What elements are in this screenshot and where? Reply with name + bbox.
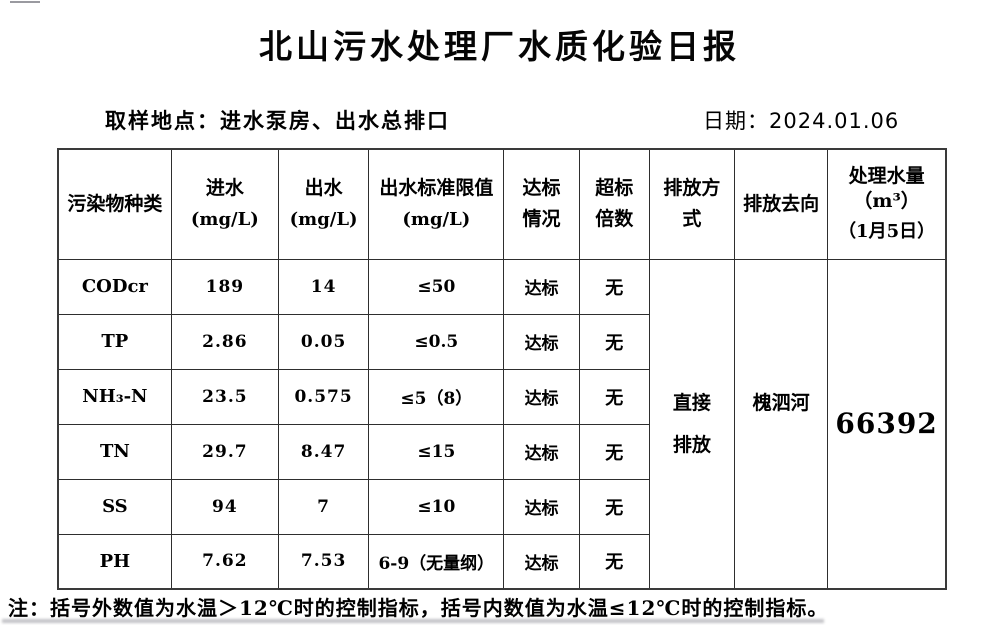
cell-influent: 189 <box>170 258 279 315</box>
header-limit: 出水标准限值 (mg/L) <box>368 148 505 260</box>
cell-limit: ≤5（8） <box>368 368 505 425</box>
cell-influent: 2.86 <box>170 313 279 370</box>
screenshot-edge-artifact <box>2 619 824 623</box>
cell-effluent: 7 <box>277 478 370 535</box>
table-row-ss: SS 94 7 ≤10 达标 无 <box>57 478 946 535</box>
table-row-tp: TP 2.86 0.05 ≤0.5 达标 无 <box>57 313 946 370</box>
cell-exceedance: 无 <box>578 368 650 425</box>
footnote: 注：括号外数值为水温＞12℃时的控制指标，括号内数值为水温≤12℃时的控制指标。 <box>8 596 829 620</box>
table-header-row: 污染物种类 进水 (mg/L) 出水 (mg/L) 出水标准限值 (mg/L) … <box>57 148 947 260</box>
screenshot-edge-artifact <box>10 1 40 3</box>
cell-pollutant: TN <box>57 423 172 480</box>
cell-limit: ≤50 <box>368 258 505 315</box>
cell-compliance: 达标 <box>503 313 580 370</box>
table-row-codcr: CODcr 189 14 ≤50 达标 无 直接 排放 槐泗河 66392 <box>57 258 947 590</box>
header-exceedance: 超标倍数 <box>578 148 650 260</box>
merged-discharge-mode-cell: 直接 排放 <box>648 258 735 590</box>
water-quality-table: 污染物种类 进水 (mg/L) 出水 (mg/L) 出水标准限值 (mg/L) … <box>57 148 947 590</box>
cell-limit: 6-9（无量纲） <box>368 533 505 590</box>
sampling-location-label: 取样地点：进水泵房、出水总排口 <box>105 108 450 133</box>
page-title: 北山污水处理厂水质化验日报 <box>259 27 740 66</box>
cell-influent: 7.62 <box>170 533 279 590</box>
cell-pollutant: CODcr <box>57 258 172 315</box>
cell-effluent: 0.575 <box>277 368 370 425</box>
cell-pollutant: SS <box>57 478 172 535</box>
header-treated-volume: 处理水量 （m³） （1月5日） <box>827 148 947 260</box>
cell-compliance: 达标 <box>503 258 580 315</box>
cell-compliance: 达标 <box>503 423 580 480</box>
cell-influent: 23.5 <box>170 368 279 425</box>
cell-limit: ≤15 <box>368 423 505 480</box>
cell-exceedance: 无 <box>578 258 650 315</box>
table-row-nh3n: NH₃-N 23.5 0.575 ≤5（8） 达标 无 <box>57 368 946 425</box>
cell-pollutant: NH₃-N <box>57 368 172 425</box>
cell-pollutant: PH <box>57 533 172 590</box>
cell-effluent: 14 <box>277 258 370 315</box>
cell-exceedance: 无 <box>578 478 650 535</box>
header-pollutant: 污染物种类 <box>57 148 172 260</box>
cell-influent: 94 <box>170 478 279 535</box>
header-influent: 进水 (mg/L) <box>170 148 279 260</box>
cell-influent: 29.7 <box>170 423 279 480</box>
cell-exceedance: 无 <box>578 533 650 590</box>
cell-effluent: 8.47 <box>277 423 370 480</box>
header-compliance: 达标情况 <box>503 148 580 260</box>
cell-pollutant: TP <box>57 313 172 370</box>
header-effluent: 出水 (mg/L) <box>277 148 370 260</box>
cell-effluent: 7.53 <box>277 533 370 590</box>
header-discharge-mode: 排放方式 <box>648 148 735 260</box>
table-row-tn: TN 29.7 8.47 ≤15 达标 无 <box>57 423 946 480</box>
cell-compliance: 达标 <box>503 478 580 535</box>
cell-effluent: 0.05 <box>277 313 370 370</box>
merged-treated-volume-cell: 66392 <box>827 258 947 590</box>
cell-compliance: 达标 <box>503 368 580 425</box>
merged-discharge-destination-cell: 槐泗河 <box>733 258 829 590</box>
cell-compliance: 达标 <box>503 533 580 590</box>
cell-limit: ≤10 <box>368 478 505 535</box>
table-row-ph: PH 7.62 7.53 6-9（无量纲） 达标 无 <box>57 533 946 590</box>
cell-exceedance: 无 <box>578 313 650 370</box>
header-discharge-destination: 排放去向 <box>733 148 829 260</box>
cell-limit: ≤0.5 <box>368 313 505 370</box>
report-date-label: 日期：2024.01.06 <box>703 109 900 133</box>
cell-exceedance: 无 <box>578 423 650 480</box>
